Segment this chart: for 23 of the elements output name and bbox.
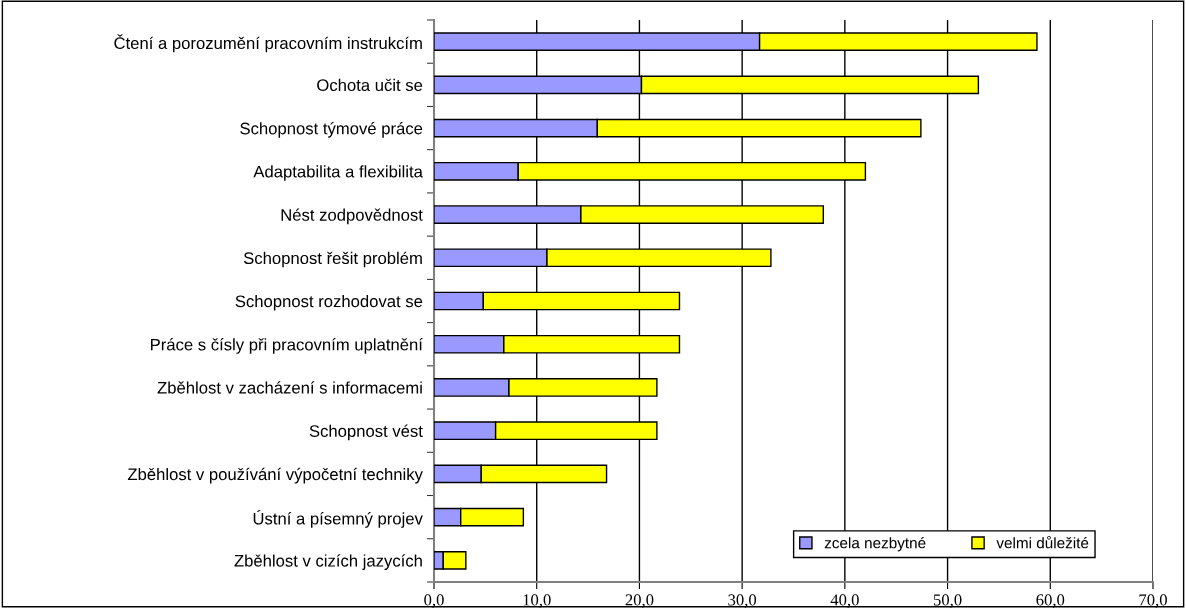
x-tick-label: 10,0 xyxy=(523,594,551,608)
y-tick-label: Zběhlost v zacházení s informacemi xyxy=(157,381,422,394)
legend-label: velmi důležité xyxy=(996,535,1089,549)
legend-label: zcela nezbytné xyxy=(824,536,926,552)
y-tick-label: Ochota učit se xyxy=(317,78,423,92)
x-tick-label: 20,0 xyxy=(625,594,654,608)
y-tick-label: Ústní a písemný projev xyxy=(253,509,423,528)
x-tick-label: 0,0 xyxy=(424,594,444,608)
x-tick-label: 60,0 xyxy=(1036,594,1065,608)
y-tick-label: Adaptabilita a flexibilita xyxy=(253,165,423,181)
y-tick-label: Zběhlost v cizích jazycích xyxy=(234,554,422,570)
x-tick-label: 40,0 xyxy=(830,594,859,608)
x-tick-label: 50,0 xyxy=(933,594,962,608)
y-tick-label: Zběhlost v používání výpočetní techniky xyxy=(127,467,423,484)
y-tick-label: Schopnost řešit problém xyxy=(243,251,422,268)
y-tick-label: Nést zodpovědnost xyxy=(281,208,423,225)
y-tick-label: Čtení a porozumění pracovním instrukcím xyxy=(114,34,422,53)
y-tick-label: Práce s čísly při pracovním uplatnění xyxy=(151,338,423,354)
x-tick-label: 70,0 xyxy=(1139,594,1167,608)
y-tick-label: Schopnost rozhodovat se xyxy=(235,294,423,311)
y-tick-label: Schopnost týmové práce xyxy=(240,121,423,138)
y-tick-label: Schopnost vést xyxy=(309,424,423,441)
x-tick-label: 30,0 xyxy=(728,594,757,608)
